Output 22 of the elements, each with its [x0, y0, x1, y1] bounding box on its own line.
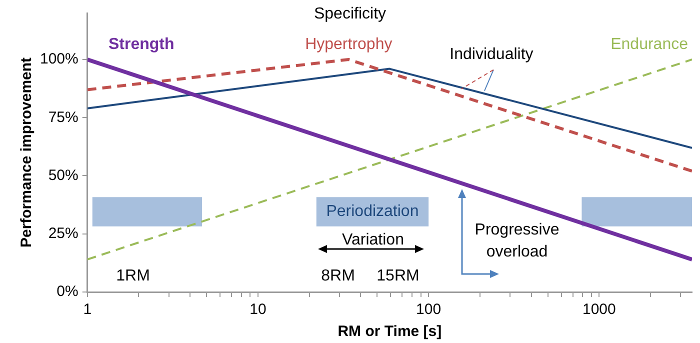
annotation: 1RM — [116, 267, 150, 284]
band-label: Periodization — [326, 203, 419, 220]
x-tick-label: 10 — [250, 301, 266, 318]
annotation: 8RM — [321, 267, 355, 284]
y-tick-label: 75% — [48, 108, 78, 126]
x-tick-label: 1000 — [582, 301, 616, 318]
series-label: Individuality — [450, 46, 534, 64]
series-label: Endurance — [610, 36, 688, 53]
series-label: Hypertrophy — [305, 36, 392, 53]
y-tick-label: 100% — [40, 50, 78, 68]
y-tick-label: 25% — [48, 225, 78, 242]
y-axis-title: Performance improvement — [18, 57, 36, 248]
y-tick-label: 0% — [56, 283, 78, 300]
annotation: Specificity — [314, 5, 386, 22]
annotation: 15RM — [376, 267, 420, 284]
series-label: Strength — [108, 36, 174, 53]
x-tick-label: 100 — [416, 301, 442, 318]
x-tick-label: 1 — [83, 301, 92, 318]
y-tick-label: 50% — [48, 166, 78, 184]
x-axis-title: RM or Time [s] — [338, 323, 442, 340]
annotation: Variation — [342, 231, 404, 248]
annotation: Progressive overload — [474, 221, 560, 260]
